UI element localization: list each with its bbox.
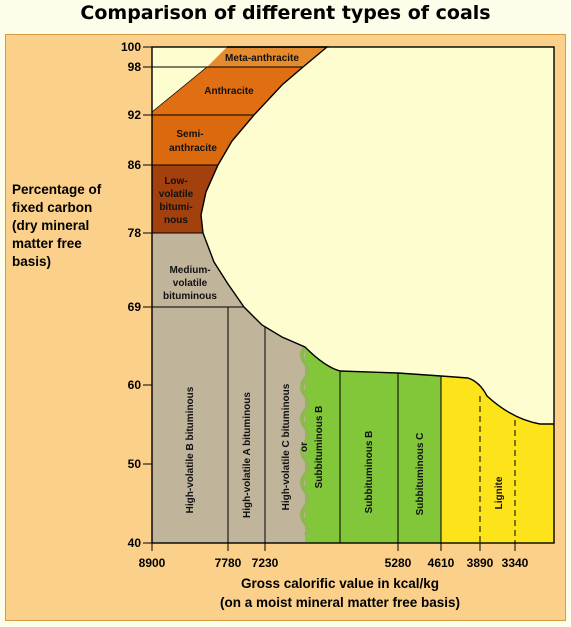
y-tick-label: 86 — [128, 158, 142, 172]
label-high-volatile-a: High-volatile A bituminous — [242, 392, 253, 518]
y-axis-ticks: 100 98 92 86 78 69 60 50 40 — [121, 40, 152, 550]
label-subbituminous-c: Subbituminous C — [415, 433, 426, 516]
y-axis-label-line: fixed carbon — [12, 200, 93, 215]
label-lignite: Lignite — [494, 476, 505, 509]
x-tick-label: 7780 — [215, 556, 242, 570]
label-low-volatile: nous — [164, 215, 188, 226]
x-tick-label: 3890 — [467, 556, 494, 570]
x-axis-label-line: (on a moist mineral matter free basis) — [219, 595, 461, 610]
x-tick-label: 5280 — [385, 556, 412, 570]
x-tick-label: 8900 — [139, 556, 166, 570]
label-low-volatile: bitumi- — [159, 202, 192, 213]
region-anthracite — [152, 67, 303, 115]
label-anthracite: Anthracite — [204, 86, 254, 97]
wavy-boundary — [300, 345, 310, 537]
x-tick-label: 7230 — [252, 556, 279, 570]
region-semi-anthracite — [152, 115, 254, 165]
label-semi-anthracite: Semi- — [176, 129, 203, 140]
label-subbituminous-b-inline: Subbituminous B — [314, 406, 325, 489]
label-low-volatile: Low- — [164, 176, 187, 187]
x-axis-label: Gross calorific value in kcal/kg (on a m… — [160, 574, 520, 612]
y-tick-label: 69 — [128, 300, 142, 314]
diagram-title: Comparison of different types of coals — [80, 2, 491, 24]
y-axis-label-line: matter free — [12, 236, 82, 251]
y-axis-label-line: basis) — [12, 254, 52, 269]
region-meta-anthracite — [207, 47, 327, 67]
label-subbituminous-b: Subbituminous B — [364, 431, 375, 514]
label-medium-volatile: volatile — [173, 278, 208, 289]
y-tick-label: 78 — [128, 226, 142, 240]
label-semi-anthracite: anthracite — [169, 143, 217, 154]
y-tick-label: 40 — [128, 536, 142, 550]
y-tick-label: 92 — [128, 108, 142, 122]
region-low-volatile-bituminous — [152, 165, 218, 233]
x-axis-ticks: 8900 7780 7230 5280 4610 3890 3340 — [139, 543, 529, 570]
y-axis-label: Percentage of fixed carbon (dry mineral … — [12, 181, 130, 271]
label-high-volatile-b: High-volatile B bituminous — [185, 386, 196, 513]
y-axis-label-line: Percentage of — [12, 182, 102, 197]
label-medium-volatile: bituminous — [163, 291, 217, 302]
x-tick-label: 3340 — [502, 556, 529, 570]
label-high-volatile-c: High-volatile C bituminous — [281, 383, 292, 510]
y-tick-label: 50 — [128, 457, 142, 471]
region-lignite — [441, 376, 554, 543]
label-meta-anthracite: Meta-anthracite — [225, 53, 299, 64]
plot-border — [151, 46, 555, 544]
x-axis-label-line: Gross calorific value in kcal/kg — [240, 576, 440, 591]
region-subbituminous — [305, 347, 441, 543]
outer-boundary-curve — [200, 46, 554, 425]
x-tick-label: 4610 — [428, 556, 455, 570]
y-tick-label: 100 — [121, 40, 141, 54]
y-axis-label-line: (dry mineral — [12, 218, 90, 233]
boundary-anthracite-diagonal — [151, 66, 208, 113]
y-tick-label: 60 — [128, 378, 142, 392]
label-medium-volatile: Medium- — [169, 265, 210, 276]
y-tick-label: 98 — [128, 60, 142, 74]
region-medium-volatile-bituminous — [152, 233, 244, 307]
label-low-volatile: volatile — [159, 189, 194, 200]
label-or: or — [299, 442, 310, 452]
